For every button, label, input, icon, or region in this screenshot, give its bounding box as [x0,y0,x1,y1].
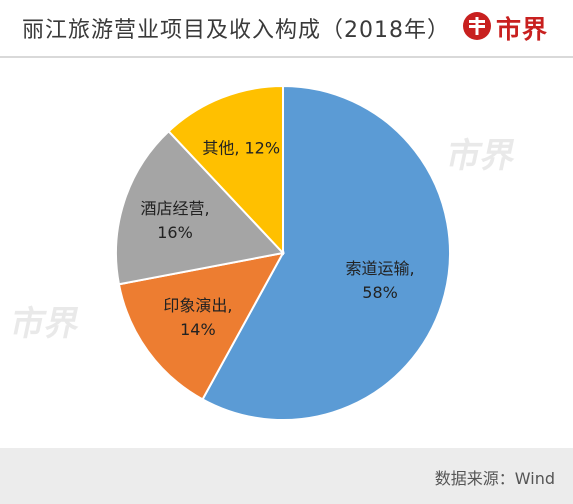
slice-value-label: 16% [157,223,193,242]
slice-label: 索道运输, [346,259,415,278]
pie-slice [201,84,451,421]
pie-slice [167,84,284,256]
page-title: 丽江旅游营业项目及收入构成（2018年） [22,18,450,43]
pie-slice [115,129,285,286]
slice-label: 其他, 12% [202,138,280,157]
slice-value-label: 14% [180,320,216,339]
brand-logo: 市界 [462,9,562,45]
pie-chart: 索道运输, 58% 印象演出, 14% 酒店经营, 16% 其他, 12% [115,84,451,421]
slice-value-label: 58% [362,283,398,302]
slice-label: 酒店经营, [140,199,209,218]
brand-name: 市界 [496,15,549,44]
slice-label: 印象演出, [163,296,232,315]
pie-slice [117,251,285,401]
data-source: 数据来源：Wind [434,469,555,488]
footer: 数据来源：Wind [0,448,573,504]
brand-circle-icon [463,12,491,40]
header: 丽江旅游营业项目及收入构成（2018年） 市界 [0,0,573,58]
